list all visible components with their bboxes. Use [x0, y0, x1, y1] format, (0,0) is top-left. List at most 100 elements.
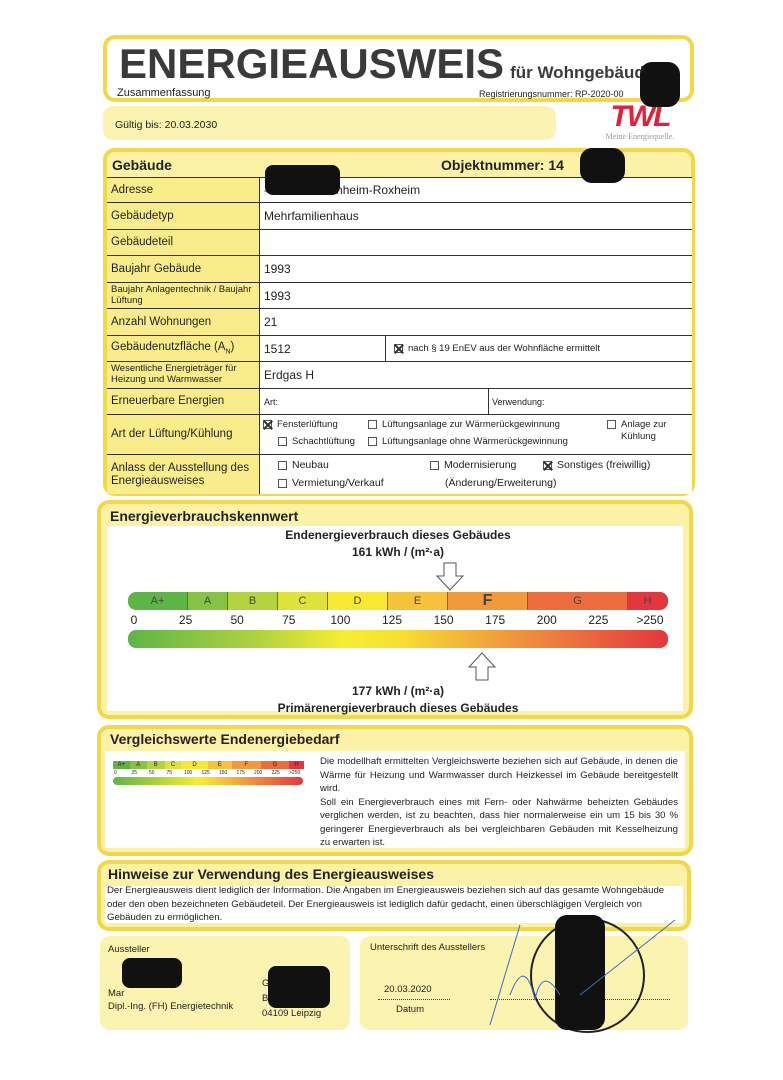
option-label: Neubau	[292, 459, 329, 471]
label-text: Gebäudetyp	[111, 209, 174, 222]
label-text: Baujahr Anlagentechnik / Baujahr Lüftung	[111, 283, 252, 306]
signature-scribble	[489, 919, 676, 1026]
label-wrap: Gebäudenutzfläche (AN)	[111, 341, 234, 356]
option[interactable]: Lüftungsanlage zur Wärmerückgewinnung	[368, 419, 560, 431]
label-text: Adresse	[111, 183, 154, 196]
building-row: Gebäudenutzfläche (AN) 1512 nach § 19 EnEV…	[107, 335, 692, 361]
option-label: Sonstiges (freiwillig)	[557, 459, 651, 471]
mini-tick: 0	[114, 770, 117, 776]
row-label: Anlass der Ausstellung des Energieauswei…	[107, 455, 260, 494]
option[interactable]: Sonstiges (freiwillig)	[543, 459, 650, 471]
label-text: Baujahr Gebäude	[111, 262, 202, 275]
tick-label: 75	[282, 613, 296, 627]
title-line: ENERGIEAUSWEIS für Wohngebäude	[119, 43, 654, 85]
building-row: Baujahr Gebäude 1993	[107, 255, 692, 282]
row-label: Erneuerbare Energien	[107, 389, 260, 414]
mini-tick: 175	[236, 770, 245, 776]
checkbox[interactable]	[278, 478, 287, 488]
building-row: Erneuerbare Energien Art: Verwendung:	[107, 388, 692, 414]
mini-tick: 200	[254, 770, 263, 776]
value-text: 21	[264, 315, 278, 329]
label-text: Gebäudenutzfläche (A	[111, 340, 226, 353]
mini-class-A+: A+	[113, 761, 130, 769]
issuer-name: Mar	[108, 988, 125, 999]
tick-label: 0	[130, 613, 138, 627]
checkbox[interactable]	[368, 419, 377, 429]
header-box: ENERGIEAUSWEIS für Wohngebäude Zusammenf…	[103, 35, 694, 102]
label-sub: N	[225, 348, 231, 356]
label-text: Anlass der Ausstellung des Energieauswei…	[111, 461, 250, 487]
issuer-street: Br	[262, 993, 272, 1004]
mini-tick: 125	[201, 770, 210, 776]
option[interactable]: Modernisierung	[430, 459, 516, 471]
row-label: Baujahr Anlagentechnik / Baujahr Lüftung	[107, 283, 260, 308]
label-text: Gebäudeteil	[111, 236, 174, 249]
row-value: Neubau Modernisierung (Änderung/Erweiterun…	[260, 455, 692, 494]
row-label: Gebäudeteil	[107, 230, 260, 255]
option[interactable]: Schachtlüftung	[278, 436, 355, 448]
value-text: Mehrfamilienhaus	[264, 209, 359, 223]
primary-energy-label: Primärenergieverbrauch dieses Gebäudes	[277, 701, 519, 715]
option[interactable]: Anlage zur Kühlung	[607, 419, 679, 443]
checkbox[interactable]	[278, 460, 287, 470]
redaction	[555, 915, 605, 1030]
label-text: Art der Lüftung/Kühlung	[111, 428, 233, 441]
building-row: Art der Lüftung/Kühlung Fensterlüftung Lüf…	[107, 414, 692, 454]
label-text: Erneuerbare Energien	[111, 395, 225, 408]
class-segment-G: G	[528, 592, 628, 610]
end-energy-label: Endenergieverbrauch dieses Gebäudes	[285, 528, 511, 542]
logo: TWL Meine Energiequelle.	[580, 102, 700, 142]
checkbox[interactable]	[278, 436, 287, 446]
option-label: Schachtlüftung	[292, 436, 355, 447]
redaction	[268, 966, 330, 1008]
tick-label: 200	[536, 613, 557, 627]
checkbox[interactable]	[263, 419, 272, 429]
option[interactable]: Lüftungsanlage ohne Wärmerückgewinnung	[368, 436, 568, 448]
option-label: Fensterlüftung	[277, 419, 338, 430]
signature-date: 20.03.2020	[384, 984, 432, 995]
row-label: Art der Lüftung/Kühlung	[107, 415, 260, 454]
option[interactable]: Fensterlüftung	[263, 419, 338, 431]
value-text: Erdgas H	[264, 368, 315, 382]
notes-title: Hinweise zur Verwendung des Energieauswe…	[108, 866, 435, 882]
building-row: Wesentliche Energieträger für Heizung un…	[107, 361, 692, 388]
checkbox[interactable]	[430, 460, 439, 470]
class-segment-E: E	[388, 592, 448, 610]
primary-energy-value: 177 kWh / (m²·a)	[351, 684, 444, 698]
mini-class-B: B	[146, 761, 165, 769]
mini-tick: 50	[149, 770, 155, 776]
comparison-title: Vergleichswerte Endenergiebedarf	[110, 731, 340, 747]
row-label: Baujahr Gebäude	[107, 256, 260, 282]
checkbox[interactable]	[394, 344, 403, 353]
checkbox[interactable]	[607, 419, 616, 429]
checkbox[interactable]	[368, 436, 377, 446]
mini-tick: >250	[289, 770, 301, 776]
label-wrap: Gebäudetyp	[111, 210, 174, 223]
issuer-company: G	[262, 978, 270, 989]
issuer-degree: Dipl.-Ing. (FH) Energietechnik	[108, 1001, 234, 1012]
option[interactable]: Neubau	[278, 459, 329, 471]
valid-until: Gültig bis: 20.03.2030	[115, 119, 218, 131]
redaction	[122, 958, 182, 988]
option-label: Lüftungsanlage ohne Wärmerückgewinnung	[382, 436, 568, 447]
row-label: Anzahl Wohnungen	[107, 309, 260, 335]
value-text: 1512	[264, 341, 291, 356]
building-row: Baujahr Anlagentechnik / Baujahr Lüftung…	[107, 282, 692, 308]
consumption-title: Energieverbrauchskennwert	[110, 508, 299, 524]
label-wrap: Gebäudeteil	[111, 236, 173, 249]
label-end: )	[230, 340, 235, 353]
comparison-paragraph-2: Soll ein Energieverbrauch eines mit Fern…	[320, 796, 678, 849]
label-wrap: Wesentliche Energieträger für Heizung un…	[111, 364, 256, 385]
tick-label: 25	[178, 613, 193, 627]
value-text: 1993	[264, 262, 291, 276]
option[interactable]: Vermietung/Verkauf	[278, 477, 384, 489]
class-segment-D: D	[328, 592, 388, 610]
document-subtitle: für Wohngebäude	[510, 63, 655, 82]
row-value: Erdgas H	[260, 362, 692, 388]
row-value: 1993	[260, 283, 692, 308]
logo-tagline: Meine Energiequelle.	[605, 132, 675, 141]
row-label: Adresse	[107, 178, 260, 202]
mini-class-G: G	[260, 761, 290, 769]
row-value: 1993	[260, 256, 692, 282]
checkbox[interactable]	[543, 460, 552, 470]
